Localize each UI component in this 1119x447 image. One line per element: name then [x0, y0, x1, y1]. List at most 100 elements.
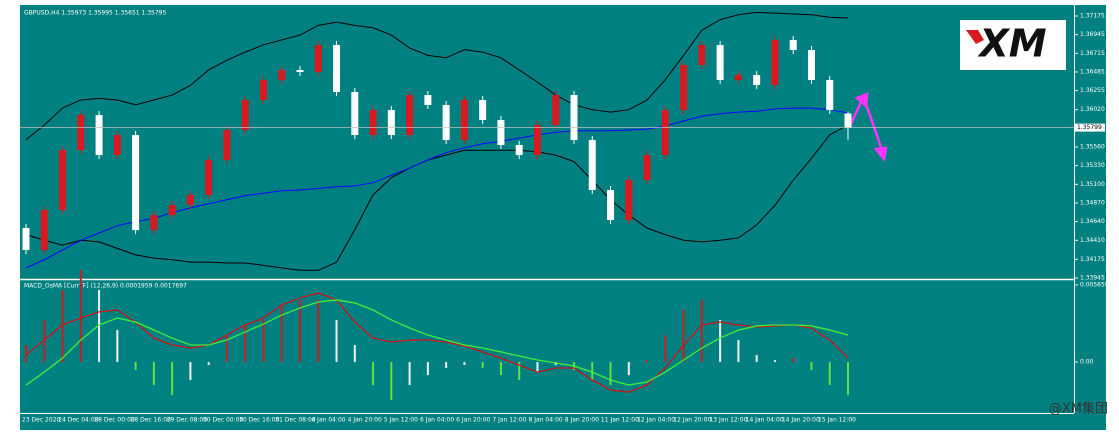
y-tick-label: 1.37175 — [1080, 13, 1105, 20]
histogram-bar — [773, 359, 776, 363]
logo: XM — [960, 20, 1066, 70]
indicator-line — [25, 292, 849, 393]
candle-body — [771, 40, 779, 86]
histogram-bar — [700, 299, 703, 363]
candle-body — [314, 45, 322, 72]
arrow-down — [864, 103, 884, 151]
candle-body — [113, 134, 121, 156]
candle-body — [95, 115, 103, 156]
y-tick-label: 1.34870 — [1080, 199, 1105, 206]
candle-body — [789, 40, 797, 50]
candle-body — [570, 95, 578, 141]
histogram-bar — [152, 362, 155, 386]
histogram-bar — [481, 362, 484, 369]
candle-body — [716, 45, 724, 81]
y-tick-label: 1.36255 — [1080, 87, 1105, 94]
y-tick-label: 0.00 — [1080, 359, 1094, 366]
logo-mark — [966, 30, 984, 44]
y-tick-label: 1.36020 — [1080, 106, 1105, 113]
candle-body — [552, 95, 560, 126]
histogram-bar — [79, 269, 82, 363]
logo-text: XM — [977, 22, 1046, 66]
candle-body — [515, 144, 523, 156]
y-tick-label: 1.34640 — [1080, 218, 1105, 225]
y-tick-label: 1.36945 — [1080, 31, 1105, 38]
y-tick-label: 1.35560 — [1080, 144, 1105, 151]
x-tick-label: 15 Jan 12:00 — [818, 417, 856, 424]
chart-background — [20, 5, 1106, 430]
candle-body — [77, 115, 85, 151]
candle-body — [168, 204, 176, 216]
histogram-bar — [518, 362, 521, 380]
histogram-bar — [299, 299, 301, 363]
arrow-up-head — [854, 92, 869, 109]
histogram-bar — [682, 310, 685, 363]
x-tick-label: 4 Jan 04:00 — [311, 417, 345, 424]
candle-body — [643, 155, 651, 181]
histogram-bar — [847, 362, 849, 396]
candle-body — [387, 110, 395, 135]
histogram-bar — [335, 319, 338, 363]
current-price-label: 1.35799 — [1077, 124, 1102, 131]
histogram-bar — [536, 362, 539, 372]
candle-body — [844, 113, 852, 128]
histogram-bar — [353, 345, 356, 363]
y-tick-label: 1.36715 — [1080, 50, 1105, 57]
histogram-bar — [664, 335, 667, 363]
x-tick-label: 7 Jan 12:00 — [492, 417, 526, 424]
histogram-bar — [646, 359, 649, 363]
histogram-bar — [98, 289, 101, 363]
histogram-bar — [445, 362, 448, 369]
histogram-bar — [755, 355, 758, 363]
candle-body — [40, 210, 48, 251]
candle-body — [132, 134, 140, 231]
candle-body — [205, 159, 213, 196]
candle-body — [680, 64, 688, 111]
candle-body — [734, 74, 742, 81]
x-tick-label: 28 Dec 00:00 — [94, 417, 135, 424]
candle-body — [497, 119, 505, 145]
x-tick-label: 5 Jan 12:00 — [384, 417, 418, 424]
candle-body — [241, 100, 249, 131]
candle-body — [807, 49, 815, 81]
x-tick-label: 23 Dec 2020 — [22, 417, 61, 424]
indicator-line — [25, 299, 849, 386]
candle-body — [826, 80, 834, 111]
candle-body — [223, 130, 231, 160]
logo-box — [960, 20, 1066, 70]
histogram-bar — [390, 362, 393, 401]
histogram-bar — [792, 358, 795, 363]
candle-body — [479, 100, 487, 120]
candle-body — [661, 110, 669, 156]
indicator-title: MACD_OsMA [CurrTF] (12,26,9) 0.0001959 0… — [24, 283, 187, 290]
histogram-bar — [828, 362, 831, 386]
y-tick-label: 1.33945 — [1080, 275, 1105, 282]
x-tick-label: 6 Jan 20:00 — [456, 417, 490, 424]
x-tick-label: 8 Jan 04:00 — [529, 417, 563, 424]
indicator-line — [25, 124, 849, 271]
candle-body — [186, 195, 194, 205]
current-price-box — [1075, 123, 1105, 132]
candle-body — [442, 104, 450, 141]
x-tick-label: 6 Jan 04:00 — [420, 417, 454, 424]
candle-body — [424, 95, 432, 105]
x-tick-label: 14 Jan 20:00 — [782, 417, 820, 424]
histogram-bar — [408, 362, 411, 386]
histogram-bar — [116, 330, 119, 363]
x-tick-label: 31 Dec 08:00 — [275, 417, 316, 424]
histogram-bar — [244, 324, 247, 363]
candle-body — [533, 125, 541, 156]
candle-body — [588, 140, 596, 190]
histogram-bar — [43, 319, 46, 363]
candle-body — [753, 74, 761, 86]
arrow-down-head — [873, 146, 888, 162]
candle-body — [259, 80, 267, 101]
x-tick-label: 4 Jan 20:00 — [348, 417, 382, 424]
indicator-line — [25, 107, 849, 269]
histogram-bar — [372, 362, 375, 386]
x-tick-label: 12 Jan 04:00 — [637, 417, 675, 424]
x-tick-label: 12 Jan 20:00 — [673, 417, 711, 424]
candle-body — [59, 150, 67, 211]
x-tick-label: 14 Jan 04:00 — [746, 417, 784, 424]
histogram-bar — [317, 299, 320, 363]
